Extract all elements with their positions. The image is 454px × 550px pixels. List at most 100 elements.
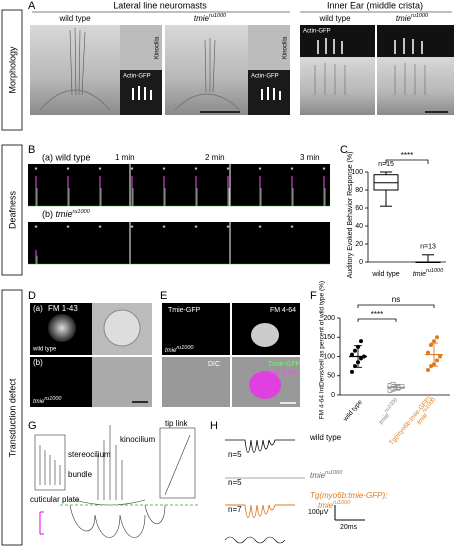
stimulus-marker: * xyxy=(98,224,101,233)
label: stereocilium xyxy=(68,450,111,459)
label: wild type xyxy=(58,14,91,23)
panel-label: B xyxy=(28,144,35,156)
label: FM 4-64 xyxy=(270,307,296,314)
x-tick-label: tmieru1000 xyxy=(413,268,444,277)
stimulus-marker: * xyxy=(290,166,293,175)
point xyxy=(426,367,430,372)
gene: tmie xyxy=(378,412,392,426)
n-label: n=13 xyxy=(420,244,436,251)
y-tick-label: 80 xyxy=(355,187,363,194)
x-tick-label: wild type xyxy=(342,399,365,424)
y-tick-label: 100 xyxy=(323,353,335,360)
n-label: n=15 xyxy=(378,161,394,168)
label: tip link xyxy=(165,419,189,428)
label: FM 4-64 xyxy=(270,370,296,377)
bracket xyxy=(357,318,397,322)
point xyxy=(359,356,363,361)
heading: Lateral line neuromasts xyxy=(113,0,207,10)
stimulus-marker: * xyxy=(34,166,37,175)
stimulus-marker: * xyxy=(66,224,69,233)
panel-b: B (a) wild type 1 min 2 min 3 min (b) tm… xyxy=(28,144,330,265)
bracket xyxy=(385,159,429,164)
y-tick-label: 20 xyxy=(355,241,363,248)
label: 3 min xyxy=(300,153,320,162)
micrograph xyxy=(165,25,248,115)
label: n=5 xyxy=(228,450,242,459)
label: 20ms xyxy=(340,524,358,531)
micrograph xyxy=(120,70,162,115)
y-tick-label: 0 xyxy=(359,259,363,266)
label: Actin-GFP xyxy=(303,29,331,35)
y-tick-label: 40 xyxy=(355,223,363,230)
label: n=7 xyxy=(228,505,242,514)
panel-label: C xyxy=(340,144,348,156)
label: 100μV xyxy=(308,509,329,516)
point xyxy=(429,342,433,347)
label: Kinocilia xyxy=(283,36,289,59)
significance: ns xyxy=(392,295,400,304)
significance: **** xyxy=(371,310,383,319)
label: tmieru1000 xyxy=(396,13,429,23)
stimulus-marker: * xyxy=(226,166,229,175)
label: FM 1-43 xyxy=(48,304,78,313)
label: bundle xyxy=(68,470,93,479)
x-tick-label: wild type xyxy=(371,271,399,278)
point xyxy=(426,350,430,355)
error-bar xyxy=(354,345,362,368)
axis-label: FM 4-64 IntDens/cell as percent of wild … xyxy=(319,281,326,419)
point xyxy=(399,384,405,389)
point xyxy=(359,339,363,344)
stimulus-marker: * xyxy=(34,224,37,233)
label: (a) wild type xyxy=(42,152,91,162)
panel-label: D xyxy=(28,290,36,302)
label: tmieru1000 xyxy=(194,13,227,23)
label: wild type xyxy=(318,14,351,23)
point xyxy=(435,358,439,363)
stimulus-marker: * xyxy=(322,166,325,175)
error-bar xyxy=(392,384,400,391)
heading: Inner Ear (middle crista) xyxy=(327,0,423,10)
point xyxy=(350,369,354,374)
stimulus-marker: * xyxy=(98,166,101,175)
panel-h: H n=5 wild type n=5 tmieru1000 n=7 Tg(my… xyxy=(210,420,387,544)
micrograph xyxy=(120,25,162,70)
y-tick-label: 100 xyxy=(351,169,363,176)
stimulus-marker: * xyxy=(194,166,197,175)
point xyxy=(438,354,442,359)
stimulus-marker: * xyxy=(226,224,229,233)
label: 1 min xyxy=(115,153,135,162)
y-tick-label: 150 xyxy=(323,334,335,341)
stimulus-marker: * xyxy=(162,224,165,233)
label: cuticular plate xyxy=(30,495,80,504)
row-label: Morphology xyxy=(7,46,17,94)
y-tick-label: 60 xyxy=(355,205,363,212)
label: n=5 xyxy=(228,478,242,487)
panel-f: F FM 4-64 IntDens/cell as percent of wil… xyxy=(310,281,450,446)
stimulus-marker: * xyxy=(258,224,261,233)
panel-label: F xyxy=(310,290,317,302)
stimulus-marker: * xyxy=(194,224,197,233)
label: tmieru1000 xyxy=(33,396,62,404)
allele: ru1000 xyxy=(426,268,444,274)
label: Kinocilia xyxy=(155,36,161,59)
panel-label: G xyxy=(28,420,37,432)
panel-label: H xyxy=(210,420,218,432)
significance: **** xyxy=(401,151,413,160)
y-tick-label: 0 xyxy=(331,392,335,399)
row-label: Transduction defect xyxy=(7,378,17,457)
point xyxy=(435,335,439,340)
stimulus-marker: * xyxy=(290,224,293,233)
allele: ru1000 xyxy=(384,397,400,415)
point xyxy=(432,339,436,344)
label: kinocilium xyxy=(120,435,155,444)
y-tick-label: 50 xyxy=(327,373,335,380)
label: Tg(myo6b:tmie-GFP); xyxy=(310,491,387,500)
point xyxy=(350,352,354,357)
label: wild type xyxy=(32,347,57,353)
y-tick-label: 200 xyxy=(323,315,335,322)
x-tick-label: tmieru1000 xyxy=(376,397,403,426)
label: tmieru1000 xyxy=(165,345,194,353)
label: Actin-GFP xyxy=(251,74,279,80)
label: tmieru1000 xyxy=(318,500,351,510)
